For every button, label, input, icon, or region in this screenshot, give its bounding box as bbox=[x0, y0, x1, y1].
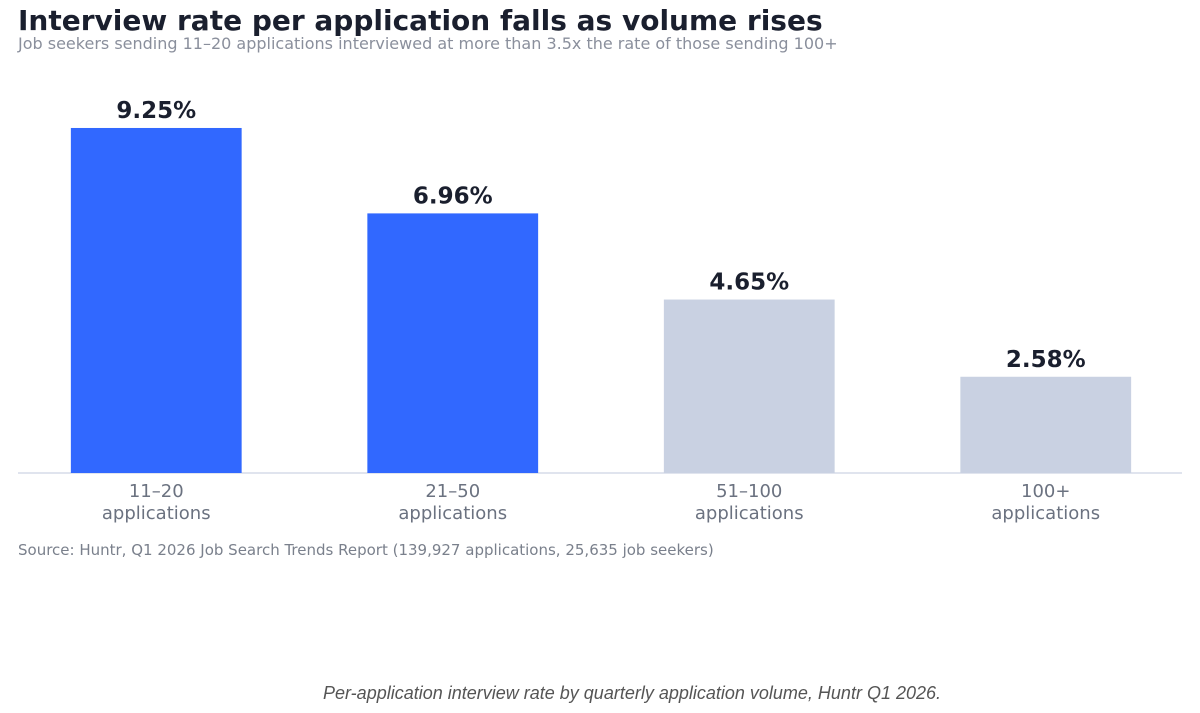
x-tick-label: 100+ applications bbox=[991, 481, 1101, 524]
bar bbox=[70, 127, 242, 473]
value-label: 4.65% bbox=[709, 270, 789, 296]
bar bbox=[367, 213, 539, 473]
source-note: Source: Huntr, Q1 2026 Job Search Trends… bbox=[18, 541, 714, 559]
x-tick-label: 21–50 applications bbox=[398, 481, 508, 524]
x-tick-label: 51–100 applications bbox=[694, 481, 804, 524]
bar bbox=[663, 299, 835, 473]
caption: Per-application interview rate by quarte… bbox=[323, 683, 941, 703]
value-label: 6.96% bbox=[413, 183, 493, 209]
chart-title: Interview rate per application falls as … bbox=[18, 4, 823, 37]
value-label: 2.58% bbox=[1006, 347, 1086, 373]
x-tick-label: 11–20 applications bbox=[101, 481, 211, 524]
value-label: 9.25% bbox=[116, 98, 196, 124]
bar bbox=[960, 376, 1132, 473]
chart-subtitle: Job seekers sending 11–20 applications i… bbox=[18, 34, 838, 53]
